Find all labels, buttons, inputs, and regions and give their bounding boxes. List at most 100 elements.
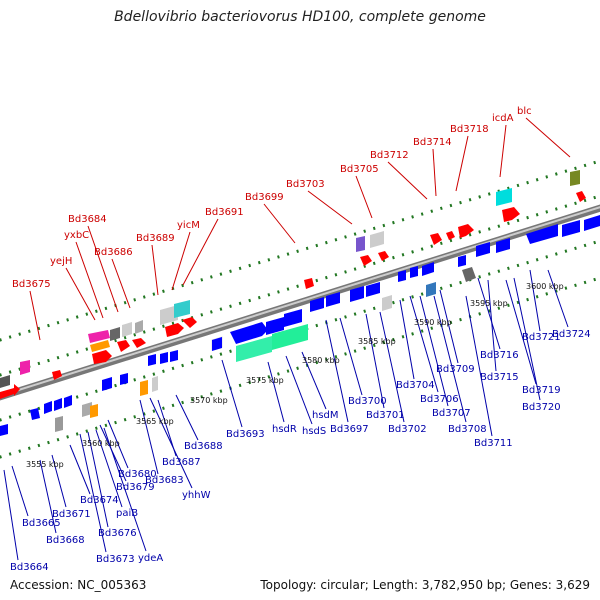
gene-reverse — [410, 266, 418, 278]
gene-label-bd3684-leader — [87, 225, 119, 313]
gene-label-bd3680: Bd3680 — [118, 469, 157, 480]
gene-forward — [92, 350, 112, 364]
gene-label-bd3704-leader — [399, 299, 415, 380]
gene-label-paib-leader — [95, 429, 123, 508]
gene-label-bd3664-leader — [3, 469, 19, 561]
gene-label-paib: paiB — [116, 508, 138, 519]
gene-label-bd3664: Bd3664 — [10, 562, 49, 573]
gene-forward — [378, 251, 389, 261]
gene-label-bd3700: Bd3700 — [348, 396, 387, 407]
gene-label-bd3687: Bd3687 — [162, 457, 201, 468]
gene-label-bd3709: Bd3709 — [436, 364, 475, 375]
gene-reverse — [160, 352, 168, 364]
gene-reverse — [422, 262, 434, 276]
gene-label-bd3674: Bd3674 — [80, 495, 119, 506]
gene-label-bd3680-leader — [107, 419, 129, 469]
gene-reverse — [310, 297, 324, 312]
gene-reverse — [426, 282, 436, 297]
scale-label-3595-kbp: 3595 kbp — [470, 299, 508, 308]
gene-label-bd3697-leader — [325, 319, 349, 423]
gene-forward — [0, 375, 10, 388]
gene-forward — [122, 322, 132, 337]
gene-label-bd3716-leader — [477, 277, 501, 350]
gene-forward — [458, 224, 474, 238]
gene-reverse — [458, 255, 466, 267]
gene-label-bd3701: Bd3701 — [366, 410, 405, 421]
gene-label-bd3704: Bd3704 — [396, 380, 435, 391]
gene-label-bd3720-leader — [513, 277, 541, 401]
reverse-strand-features — [0, 215, 600, 436]
gene-reverse — [120, 373, 128, 385]
gene-label-bd3683: Bd3683 — [145, 475, 184, 486]
gene-label-hsds-leader — [285, 355, 313, 425]
gene-reverse — [382, 295, 392, 311]
gene-reverse — [496, 238, 510, 253]
gene-label-bd3706-leader — [409, 295, 439, 393]
gene-label-bd3673-leader — [79, 433, 107, 553]
gene-label-bd3665: Bd3665 — [22, 518, 61, 529]
gene-label-bd3683-leader — [139, 399, 159, 475]
gene-label-bd3702-leader — [379, 311, 405, 423]
gene-label-bd3686-leader — [111, 258, 131, 309]
scale-label-3600-kbp: 3600 kbp — [526, 282, 564, 291]
gene-label-yicm: yicM — [177, 220, 200, 231]
gene-label-bd3711: Bd3711 — [474, 438, 513, 449]
gene-label-bd3676-leader — [87, 431, 109, 528]
gene-label-ydea: ydeA — [138, 553, 163, 564]
gene-label-bd3709-leader — [439, 289, 459, 364]
gene-label-bd3679: Bd3679 — [116, 482, 155, 493]
gene-label-bd3701-leader — [365, 313, 385, 409]
gene-reverse — [350, 286, 364, 302]
gene-forward — [304, 278, 314, 289]
gene-label-bd3668: Bd3668 — [46, 535, 85, 546]
gene-reverse — [0, 424, 8, 436]
gene-label-bd3714-leader — [432, 148, 437, 197]
gene-label-bd3688: Bd3688 — [184, 441, 223, 452]
gene-label-yejh-leader — [65, 267, 96, 321]
gene-label-bd3714: Bd3714 — [413, 137, 452, 148]
scale-label-3570-kbp: 3570 kbp — [190, 396, 228, 405]
gene-label-bd3671-leader — [51, 454, 67, 508]
gene-reverse — [170, 350, 178, 362]
gene-label-yicm-leader — [171, 231, 191, 291]
gene-forward — [110, 327, 120, 341]
gene-label-bd3674-leader — [69, 444, 91, 495]
gene-reverse — [284, 309, 302, 327]
gene-label-bd3724-leader — [547, 269, 569, 328]
gene-label-bd3708-leader — [433, 295, 467, 423]
gene-reverse — [102, 377, 112, 391]
gene-reverse — [212, 337, 222, 351]
gene-label-bd3718: Bd3718 — [450, 124, 489, 135]
gene-reverse — [562, 220, 580, 237]
gene-forward — [496, 188, 512, 206]
gene-label-bd3671: Bd3671 — [52, 509, 91, 520]
gene-reverse — [230, 322, 268, 344]
gene-label-bd3665-leader — [11, 465, 29, 517]
gene-reverse — [462, 267, 476, 282]
gene-label-hsds: hsdS — [302, 426, 326, 437]
gene-label-yxbc: yxbC — [64, 230, 89, 241]
gene-label-bd3707-leader — [419, 295, 449, 407]
gene-label-bd3711-leader — [465, 295, 493, 437]
gene-label-bd3689-leader — [151, 244, 159, 296]
gene-forward — [88, 330, 110, 343]
gene-label-bd3675: Bd3675 — [12, 279, 51, 290]
scale-label-3565-kbp: 3565 kbp — [136, 417, 174, 426]
gene-label-bd3702: Bd3702 — [388, 424, 427, 435]
gene-forward — [90, 340, 110, 352]
gene-label-bd3691-leader — [182, 218, 219, 286]
gene-reverse — [366, 282, 380, 297]
gene-forward — [370, 231, 384, 248]
gene-forward — [160, 305, 178, 325]
gene-reverse — [90, 404, 98, 418]
scale-label-3580-kbp: 3580 kbp — [302, 356, 340, 365]
gene-label-bd3697: Bd3697 — [330, 424, 369, 435]
gene-label-bd3684: Bd3684 — [68, 214, 107, 225]
gene-forward — [117, 340, 130, 352]
gene-reverse — [140, 380, 148, 396]
gene-reverse — [584, 215, 600, 231]
gene-forward — [182, 317, 197, 328]
gene-label-yhhw-leader — [149, 397, 193, 489]
